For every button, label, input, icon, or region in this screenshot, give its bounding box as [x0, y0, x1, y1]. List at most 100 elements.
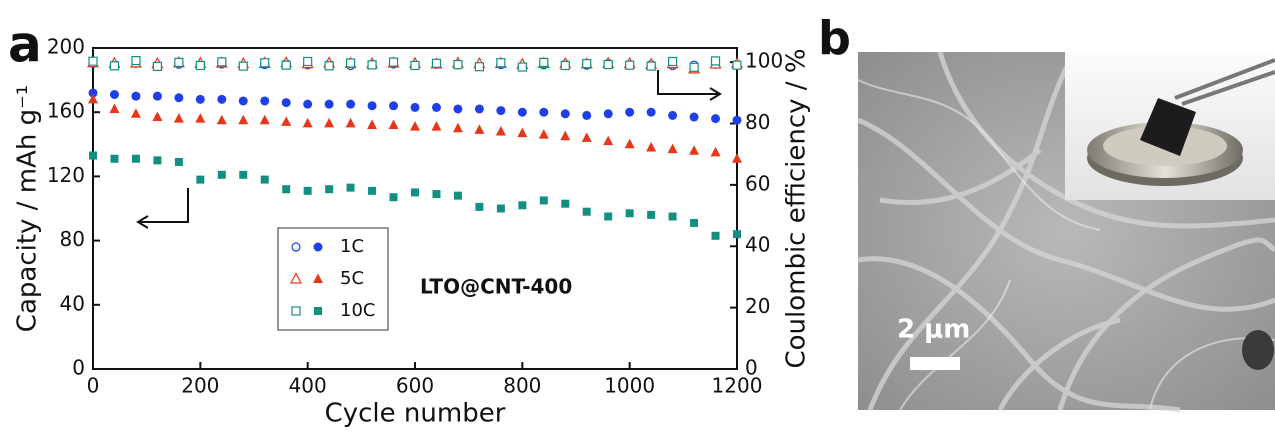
data-point: [453, 104, 463, 114]
data-point: [690, 218, 699, 227]
data-point: [561, 199, 570, 208]
data-point: [432, 190, 441, 199]
data-point: [625, 209, 634, 218]
data-point: [109, 61, 120, 71]
legend-symbol: [291, 306, 301, 316]
legend-symbol: [291, 242, 301, 252]
data-point: [647, 210, 656, 219]
data-point: [217, 57, 227, 67]
x-tick-label: 400: [289, 374, 327, 398]
data-point: [217, 170, 226, 179]
data-point: [646, 61, 656, 71]
y-tick-label: 120: [47, 163, 85, 187]
x-tick-label: 1200: [712, 374, 763, 398]
data-point: [560, 60, 570, 71]
data-point: [560, 109, 570, 119]
data-point: [431, 121, 442, 131]
data-point: [474, 124, 485, 134]
data-point: [110, 154, 119, 163]
data-point: [711, 114, 721, 124]
data-point: [711, 231, 720, 240]
data-point: [346, 99, 356, 109]
data-point: [689, 62, 699, 72]
data-point: [733, 230, 741, 239]
data-point: [539, 196, 548, 205]
data-point: [496, 106, 506, 116]
data-point: [174, 93, 184, 103]
legend-label: 10C: [340, 300, 375, 321]
data-point: [538, 129, 549, 139]
y2-tick-label: 60: [745, 171, 770, 195]
data-point: [217, 94, 227, 104]
y2-tick-label: 40: [745, 233, 770, 257]
data-point: [689, 145, 700, 155]
axis-frame: [92, 47, 738, 370]
data-point: [646, 107, 656, 117]
data-point: [173, 113, 184, 123]
data-point: [303, 99, 313, 109]
y-tick-label: 160: [47, 99, 85, 123]
data-point: [281, 116, 292, 126]
y-tick-label: 40: [60, 291, 85, 315]
data-point: [603, 59, 613, 70]
data-point: [410, 121, 420, 131]
data-point: [410, 102, 420, 112]
data-point: [710, 56, 721, 66]
data-point: [625, 60, 635, 70]
data-point: [281, 60, 291, 70]
data-point: [196, 175, 205, 184]
data-point: [89, 151, 97, 160]
panel-label: a: [8, 16, 42, 74]
data-point: [453, 59, 463, 70]
legend-symbol: [290, 272, 302, 284]
data-point: [582, 110, 592, 120]
x-tick-label: 0: [87, 374, 100, 398]
data-point: [324, 61, 334, 71]
data-point: [238, 61, 248, 71]
y-tick-label: 200: [47, 35, 85, 59]
data-point: [324, 117, 335, 128]
y2-tick-label: 100: [745, 49, 783, 73]
data-point: [389, 193, 398, 202]
data-point: [282, 185, 291, 194]
legend-symbol: [313, 242, 323, 252]
annotation: LTO@CNT-400: [420, 275, 572, 299]
y-tick-label: 0: [72, 356, 85, 380]
data-point: [345, 117, 356, 128]
data-point: [303, 56, 313, 67]
data-point: [88, 93, 98, 104]
legend-symbol: [314, 307, 322, 315]
data-point: [324, 99, 334, 109]
x-tick-label: 600: [396, 374, 434, 398]
data-point: [152, 91, 162, 101]
data-point: [625, 107, 635, 117]
data-point: [260, 58, 270, 68]
data-point: [346, 183, 355, 192]
data-point: [109, 90, 119, 100]
data-point: [174, 57, 184, 68]
data-point: [88, 56, 98, 66]
y2-tick-label: 80: [745, 110, 770, 134]
x-axis-title: Cycle number: [325, 399, 506, 429]
panel-label: b: [818, 12, 851, 66]
data-point: [496, 204, 505, 213]
data-point: [582, 59, 592, 69]
arrow: [657, 70, 722, 101]
data-point: [388, 57, 399, 67]
y-tick-label: 80: [60, 227, 85, 251]
data-point: [130, 108, 141, 118]
data-point: [388, 119, 399, 130]
data-point: [367, 60, 377, 70]
data-point: [453, 191, 462, 200]
data-point: [604, 212, 613, 221]
y2-tick-label: 0: [745, 356, 758, 380]
data-point: [367, 119, 378, 130]
data-point: [474, 104, 484, 114]
data-point: [667, 143, 678, 154]
data-point: [496, 58, 506, 68]
data-point: [517, 62, 527, 72]
legend-label: 1C: [340, 236, 364, 257]
x-tick-label: 800: [503, 374, 541, 398]
